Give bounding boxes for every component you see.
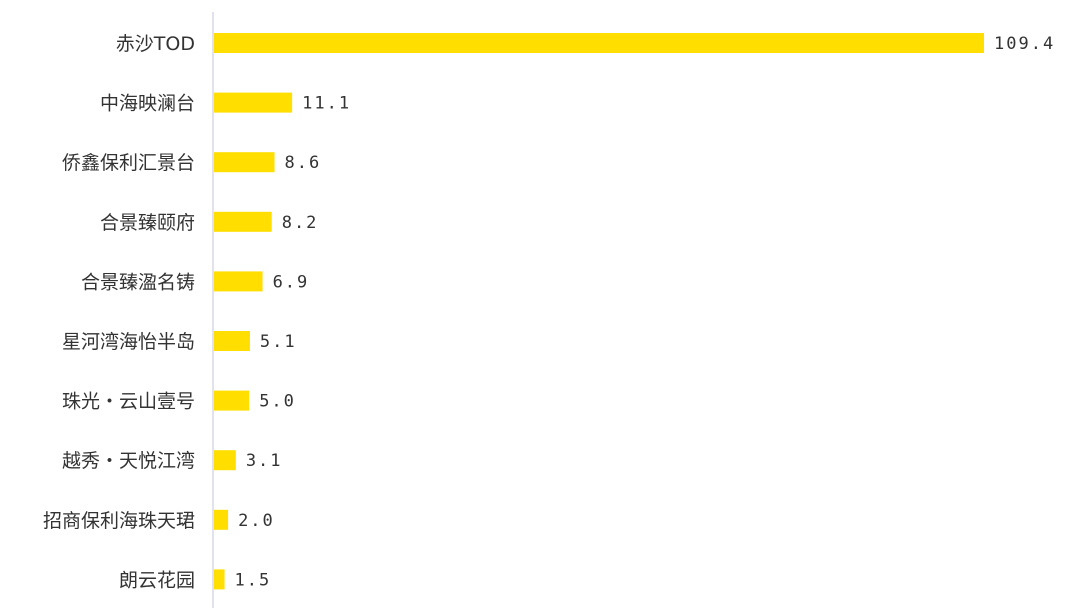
- value-label: 2.0: [238, 511, 275, 531]
- category-label: 侨鑫保利汇景台: [62, 152, 195, 174]
- bar: [214, 271, 263, 292]
- value-label: 3.1: [246, 451, 283, 471]
- bar: [214, 569, 225, 590]
- category-label: 星河湾海怡半岛: [62, 331, 195, 353]
- category-label: 招商保利海珠天珺: [43, 510, 195, 532]
- value-label: 6.9: [273, 272, 310, 292]
- value-label: 8.2: [282, 213, 319, 233]
- category-label: 赤沙TOD: [116, 33, 195, 55]
- bar: [214, 152, 275, 173]
- value-label: 1.5: [235, 570, 272, 590]
- value-label: 5.1: [260, 332, 297, 352]
- value-label: 5.0: [259, 392, 296, 412]
- bar: [214, 390, 250, 411]
- value-label: 109.4: [994, 34, 1055, 54]
- bar: [214, 331, 250, 351]
- value-label: 11.1: [302, 94, 351, 114]
- category-label: 合景臻溋名铸: [81, 271, 195, 293]
- category-label: 合景臻颐府: [100, 212, 195, 234]
- bar: [214, 509, 229, 530]
- value-label: 8.6: [285, 153, 322, 173]
- category-label: 中海映澜台: [100, 93, 195, 115]
- bar: [214, 211, 272, 232]
- bar: [214, 450, 236, 471]
- category-label: 珠光・云山壹号: [62, 391, 195, 413]
- category-label: 朗云花园: [119, 569, 195, 591]
- bar: [214, 92, 293, 113]
- bar: [214, 33, 984, 53]
- category-label: 越秀・天悦江湾: [62, 450, 195, 472]
